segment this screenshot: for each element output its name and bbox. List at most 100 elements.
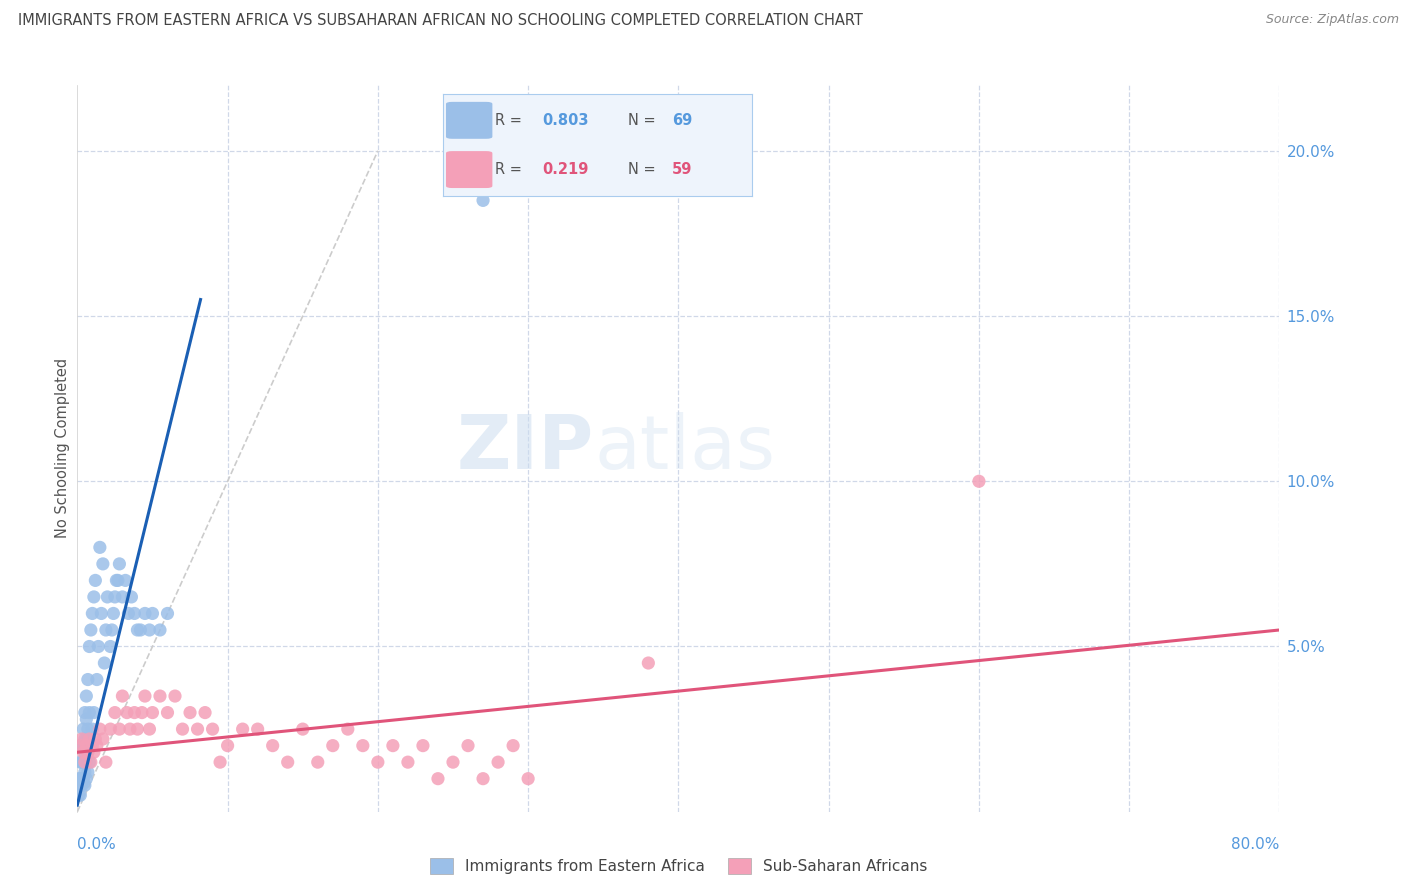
Point [396, 755, 419, 769]
Point [90, 607, 112, 621]
Point [80, 739, 103, 753]
Point [441, 755, 464, 769]
FancyBboxPatch shape [446, 151, 492, 188]
Point [104, 590, 127, 604]
Point [72, 772, 94, 786]
Point [277, 755, 299, 769]
Point [84, 574, 107, 588]
Point [69, 778, 91, 792]
Point [67, 778, 90, 792]
Point [86, 673, 108, 687]
Point [134, 689, 156, 703]
Point [486, 755, 509, 769]
Text: IMMIGRANTS FROM EASTERN AFRICA VS SUBSAHARAN AFRICAN NO SCHOOLING COMPLETED CORR: IMMIGRANTS FROM EASTERN AFRICA VS SUBSAH… [18, 13, 863, 29]
Point [111, 590, 134, 604]
Point [138, 722, 160, 736]
Text: N =: N = [628, 162, 661, 178]
Text: 0.0%: 0.0% [77, 837, 117, 852]
Point [69, 739, 91, 753]
Point [472, 772, 495, 786]
Point [336, 722, 359, 736]
Point [91, 731, 114, 746]
Point [124, 706, 146, 720]
Point [82, 722, 104, 736]
Point [73, 755, 96, 769]
Point [367, 755, 389, 769]
Point [156, 607, 179, 621]
Point [120, 590, 142, 604]
Point [457, 739, 479, 753]
FancyBboxPatch shape [446, 102, 492, 139]
Point [79, 731, 101, 746]
Point [75, 739, 97, 753]
Point [427, 772, 450, 786]
Point [517, 772, 540, 786]
Point [76, 722, 98, 736]
Point [127, 623, 149, 637]
Point [118, 722, 141, 736]
Point [352, 739, 374, 753]
Point [131, 706, 153, 720]
Point [291, 722, 314, 736]
Point [262, 739, 284, 753]
Point [83, 590, 105, 604]
Point [82, 739, 104, 753]
Point [75, 772, 97, 786]
Point [75, 731, 97, 746]
Point [67, 772, 90, 786]
Point [104, 706, 127, 720]
Point [232, 722, 254, 736]
Point [108, 722, 131, 736]
Point [91, 557, 114, 571]
Point [307, 755, 329, 769]
Point [94, 755, 117, 769]
Point [73, 765, 96, 780]
Point [100, 640, 122, 654]
Point [127, 722, 149, 736]
Point [246, 722, 269, 736]
Point [76, 765, 98, 780]
Point [73, 778, 96, 792]
Point [124, 607, 146, 621]
Point [381, 739, 404, 753]
Point [82, 607, 104, 621]
Point [187, 722, 209, 736]
Legend: Immigrants from Eastern Africa, Sub-Saharan Africans: Immigrants from Eastern Africa, Sub-Saha… [423, 852, 934, 880]
Text: N =: N = [628, 112, 661, 128]
Point [76, 745, 98, 759]
Point [80, 755, 103, 769]
Point [67, 788, 90, 802]
Point [114, 574, 136, 588]
Point [76, 673, 98, 687]
Point [138, 623, 160, 637]
Text: 0.219: 0.219 [541, 162, 588, 178]
Text: ZIP: ZIP [457, 412, 595, 484]
Point [70, 755, 93, 769]
Point [84, 731, 107, 746]
Text: R =: R = [495, 162, 527, 178]
Point [101, 623, 124, 637]
Text: Source: ZipAtlas.com: Source: ZipAtlas.com [1265, 13, 1399, 27]
Point [117, 607, 139, 621]
Point [134, 607, 156, 621]
Point [96, 590, 118, 604]
Point [108, 557, 131, 571]
Point [141, 706, 163, 720]
Point [93, 656, 115, 670]
Point [89, 541, 111, 555]
Point [69, 755, 91, 769]
Point [149, 623, 172, 637]
Point [194, 706, 217, 720]
Point [73, 731, 96, 746]
Point [107, 574, 129, 588]
Point [73, 745, 96, 759]
Point [149, 689, 172, 703]
Point [70, 739, 93, 753]
Text: atlas: atlas [595, 412, 775, 484]
Point [73, 706, 96, 720]
Point [156, 706, 179, 720]
Point [217, 739, 239, 753]
Point [129, 623, 152, 637]
Point [69, 772, 91, 786]
Point [72, 739, 94, 753]
